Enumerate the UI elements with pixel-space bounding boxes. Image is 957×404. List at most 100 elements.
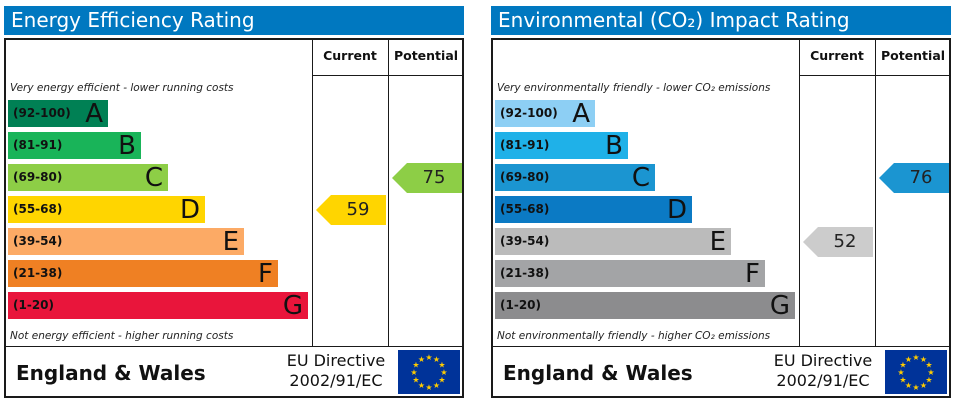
column-header-current: Current <box>323 48 377 63</box>
rating-band-f: (21-38) F <box>8 259 278 289</box>
band-range-label: (92-100) <box>13 106 71 120</box>
eu-flag-icon: ★ ★ ★ ★ ★ ★ ★ ★ ★ ★ ★ ★ <box>398 350 460 394</box>
current-rating-arrow-shape <box>803 227 873 257</box>
panel-title: Environmental (CO₂) Impact Rating <box>491 6 951 35</box>
eu-star-icon: ★ <box>920 355 927 364</box>
column-divider <box>388 40 389 346</box>
rating-band-g: (1-20) G <box>495 291 795 321</box>
eu-star-icon: ★ <box>912 353 919 362</box>
eu-star-icon: ★ <box>897 368 904 377</box>
potential-rating-arrow-shape <box>879 163 949 193</box>
band-range-label: (39-54) <box>500 234 550 248</box>
band-range-label: (81-91) <box>500 138 550 152</box>
eu-star-icon: ★ <box>925 361 932 370</box>
rating-band-c: (69-80) C <box>8 163 168 193</box>
band-range-label: (69-80) <box>13 170 63 184</box>
band-letter-label: F <box>745 259 760 289</box>
rating-band-c: (69-80) C <box>495 163 655 193</box>
band-range-label: (39-54) <box>13 234 63 248</box>
eu-directive-line2: 2002/91/EC <box>776 371 870 390</box>
eu-star-icon: ★ <box>410 368 417 377</box>
energy-efficiency-panel: Energy Efficiency Rating Current Potenti… <box>4 6 464 398</box>
band-letter-label: B <box>118 131 136 161</box>
rating-band-b: (81-91) B <box>8 131 141 161</box>
column-divider <box>875 40 876 346</box>
eu-star-icon: ★ <box>425 353 432 362</box>
eu-star-icon: ★ <box>438 361 445 370</box>
eu-directive: EU Directive 2002/91/EC <box>276 351 396 391</box>
rating-band-g: (1-20) G <box>8 291 308 321</box>
rating-band-e: (39-54) E <box>8 227 244 257</box>
eu-star-icon: ★ <box>905 381 912 390</box>
potential-rating-value: 75 <box>422 167 446 188</box>
column-header-current: Current <box>810 48 864 63</box>
rating-chart: Current Potential Very energy efficient … <box>4 38 464 398</box>
top-note: Very energy efficient - lower running co… <box>10 82 234 94</box>
band-range-label: (55-68) <box>13 202 63 216</box>
footer-country: England & Wales <box>16 361 206 385</box>
footer-country: England & Wales <box>503 361 693 385</box>
potential-rating-arrow: 75 <box>392 163 462 193</box>
eu-flag-icon: ★ ★ ★ ★ ★ ★ ★ ★ ★ ★ ★ ★ <box>885 350 947 394</box>
band-letter-label: B <box>605 131 623 161</box>
eu-star-icon: ★ <box>912 383 919 392</box>
band-letter-label: C <box>631 163 650 193</box>
eu-star-icon: ★ <box>433 381 440 390</box>
band-letter-label: G <box>282 291 303 321</box>
rating-band-a: (92-100) A <box>8 100 108 128</box>
column-header-potential: Potential <box>880 48 946 63</box>
header-divider <box>799 75 949 76</box>
rating-band-b: (81-91) B <box>495 131 628 161</box>
band-range-label: (21-38) <box>13 266 63 280</box>
eu-star-icon: ★ <box>920 381 927 390</box>
band-letter-label: E <box>222 227 239 257</box>
rating-band-d: (55-68) D <box>495 195 692 225</box>
eu-star-icon: ★ <box>418 355 425 364</box>
band-letter-label: D <box>666 195 687 225</box>
band-letter-label: G <box>769 291 790 321</box>
eu-directive-line1: EU Directive <box>773 351 873 370</box>
eu-star-icon: ★ <box>418 381 425 390</box>
current-rating-arrow: 59 <box>316 195 386 225</box>
current-rating-value: 52 <box>833 231 857 252</box>
potential-rating-value: 76 <box>909 167 933 188</box>
band-range-label: (55-68) <box>500 202 550 216</box>
current-rating-value: 59 <box>346 199 370 220</box>
potential-rating-arrow: 76 <box>879 163 949 193</box>
rating-chart: Current Potential Very environmentally f… <box>491 38 951 398</box>
band-letter-label: F <box>258 259 273 289</box>
bottom-note: Not environmentally friendly - higher CO… <box>497 330 771 342</box>
band-range-label: (92-100) <box>500 106 558 120</box>
band-range-label: (81-91) <box>13 138 63 152</box>
eu-star-icon: ★ <box>905 355 912 364</box>
bottom-note: Not energy efficient - higher running co… <box>10 330 234 342</box>
eu-star-icon: ★ <box>438 376 445 385</box>
rating-band-e: (39-54) E <box>495 227 731 257</box>
column-divider <box>312 40 313 346</box>
eu-star-icon: ★ <box>925 376 932 385</box>
footer-divider <box>6 346 462 347</box>
band-letter-label: D <box>179 195 200 225</box>
band-range-label: (1-20) <box>500 298 541 312</box>
band-range-label: (69-80) <box>500 170 550 184</box>
panel-title: Energy Efficiency Rating <box>4 6 464 35</box>
column-divider <box>799 40 800 346</box>
band-letter-label: A <box>572 99 590 129</box>
eu-directive-line1: EU Directive <box>286 351 386 370</box>
rating-band-a: (92-100) A <box>495 99 595 129</box>
potential-rating-arrow-shape <box>392 163 462 193</box>
column-header-potential: Potential <box>393 48 459 63</box>
eu-star-icon: ★ <box>899 361 906 370</box>
eu-directive-line2: 2002/91/EC <box>289 371 383 390</box>
eu-star-icon: ★ <box>440 368 447 377</box>
current-rating-arrow: 52 <box>803 227 873 257</box>
eu-directive: EU Directive 2002/91/EC <box>763 351 883 391</box>
band-letter-label: E <box>709 227 726 257</box>
eu-star-icon: ★ <box>433 355 440 364</box>
eu-star-icon: ★ <box>425 383 432 392</box>
band-letter-label: C <box>144 163 163 193</box>
footer-divider <box>493 346 949 347</box>
rating-band-d: (55-68) D <box>8 195 205 225</box>
current-rating-arrow-shape <box>316 195 386 225</box>
rating-band-f: (21-38) F <box>495 259 765 289</box>
